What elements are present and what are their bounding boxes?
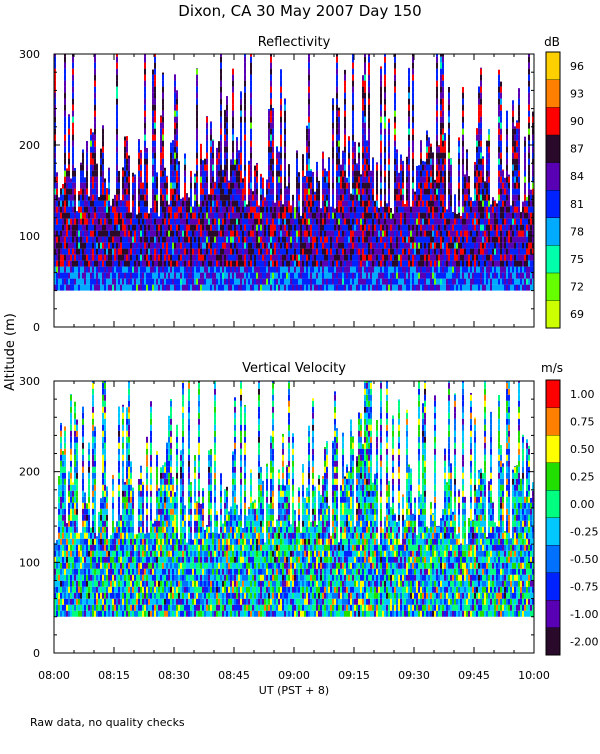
colorbar-tick-label: 0.00 xyxy=(570,498,595,511)
colorbar-segment xyxy=(546,463,560,491)
velocity-panel-title: Vertical Velocity xyxy=(242,361,346,376)
colorbar-segment xyxy=(546,573,560,601)
y-tick-label: 0 xyxy=(33,647,40,660)
y-tick-label: 300 xyxy=(19,48,40,61)
colorbar-segment xyxy=(546,107,560,135)
colorbar-tick-label: 0.50 xyxy=(570,443,595,456)
colorbar-segment xyxy=(546,273,560,301)
y-tick-label: 0 xyxy=(33,321,40,334)
colorbar-segment xyxy=(546,52,560,80)
y-axis-label: Altitude (m) xyxy=(3,313,18,391)
colorbar-segment xyxy=(546,245,560,273)
colorbar-segment xyxy=(546,190,560,218)
colorbar-tick-label: -2.00 xyxy=(570,635,598,648)
x-tick-label: 09:15 xyxy=(338,669,370,682)
colorbar-tick-label: 93 xyxy=(570,87,584,100)
x-tick-label: 10:00 xyxy=(518,669,550,682)
velocity-heatmap xyxy=(54,381,534,617)
colorbar-tick-label: 81 xyxy=(570,198,584,211)
velocity-colorbar-unit: m/s xyxy=(541,361,563,375)
colorbar-tick-label: -1.00 xyxy=(570,608,598,621)
colorbar-segment xyxy=(546,518,560,546)
reflectivity-colorbar-unit: dB xyxy=(544,35,560,49)
reflectivity-heatmap xyxy=(54,54,534,291)
colorbar-tick-label: 84 xyxy=(570,170,584,183)
colorbar-segment xyxy=(546,545,560,573)
y-tick-label: 200 xyxy=(19,139,40,152)
colorbar-segment xyxy=(546,135,560,163)
x-tick-label: 09:00 xyxy=(278,669,310,682)
colorbar-tick-label: 75 xyxy=(570,253,584,266)
colorbar-tick-label: 78 xyxy=(570,225,584,238)
colorbar-tick-label: 0.75 xyxy=(570,415,595,428)
y-tick-label: 200 xyxy=(19,466,40,479)
colorbar-segment xyxy=(546,490,560,518)
colorbar-tick-label: 90 xyxy=(570,115,584,128)
velocity-panel: Vertical Velocity 0 100 200 300 08:00 08:15 08… xyxy=(19,361,598,682)
x-tick-label: 09:30 xyxy=(398,669,430,682)
reflectivity-panel-title: Reflectivity xyxy=(258,35,331,50)
x-tick-label: 08:00 xyxy=(38,669,70,682)
colorbar-tick-label: -0.25 xyxy=(570,525,598,538)
colorbar-segment xyxy=(546,408,560,436)
colorbar-segment xyxy=(546,80,560,108)
colorbar-tick-label: -0.50 xyxy=(570,553,598,566)
y-tick-label: 300 xyxy=(19,375,40,388)
reflectivity-panel: Reflectivity 0 100 200 300 dB 69 72 75 78 81 84 8… xyxy=(19,35,584,334)
reflectivity-colorbar: 69 72 75 78 81 84 87 90 93 96 xyxy=(546,52,584,328)
colorbar-segment xyxy=(546,435,560,463)
y-tick-label: 100 xyxy=(19,556,40,569)
colorbar-segment xyxy=(546,380,560,408)
colorbar-tick-label: 1.00 xyxy=(570,388,595,401)
x-tick-label: 08:15 xyxy=(98,669,130,682)
colorbar-segment xyxy=(546,628,560,656)
x-axis-label: UT (PST + 8) xyxy=(259,684,329,697)
colorbar-segment xyxy=(546,162,560,190)
colorbar-segment xyxy=(546,218,560,246)
figure-title: Dixon, CA 30 May 2007 Day 150 xyxy=(178,2,421,20)
colorbar-tick-label: 69 xyxy=(570,308,584,321)
colorbar-segment xyxy=(546,300,560,328)
colorbar-tick-label: 96 xyxy=(570,60,584,73)
colorbar-segment xyxy=(546,600,560,628)
footnote: Raw data, no quality checks xyxy=(30,716,185,729)
y-tick-label: 100 xyxy=(19,230,40,243)
x-tick-label: 08:30 xyxy=(158,669,190,682)
colorbar-tick-label: 0.25 xyxy=(570,470,595,483)
colorbar-tick-label: 87 xyxy=(570,143,584,156)
colorbar-tick-label: -0.75 xyxy=(570,580,598,593)
x-tick-label: 08:45 xyxy=(218,669,250,682)
x-tick-label: 09:45 xyxy=(458,669,490,682)
colorbar-tick-label: 72 xyxy=(570,281,584,294)
velocity-colorbar: -2.00 -1.00 -0.75 -0.50 -0.25 0.00 0.25 0.50 0.7… xyxy=(546,380,598,655)
